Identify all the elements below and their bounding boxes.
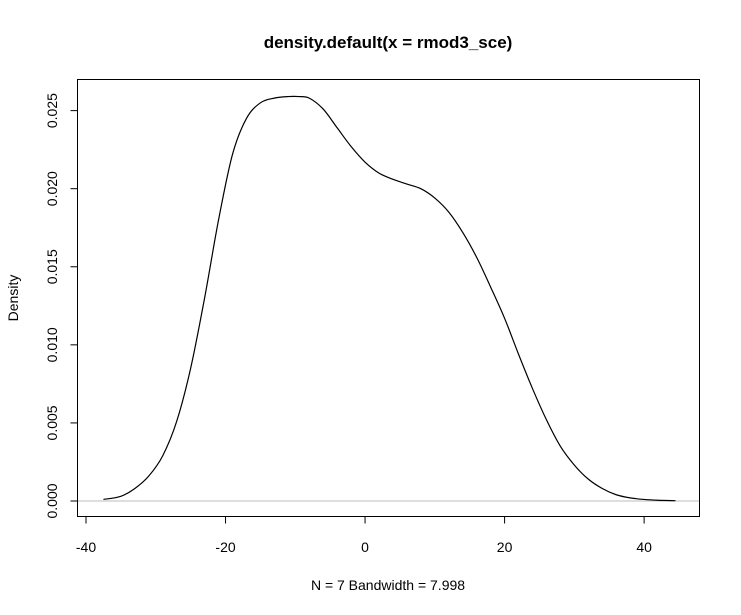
- y-tick-label: 0.010: [44, 327, 60, 362]
- x-tick-label: -20: [215, 539, 235, 555]
- x-axis-label: N = 7 Bandwidth = 7.998: [311, 577, 465, 593]
- x-tick-label: 20: [497, 539, 513, 555]
- x-tick-label: 0: [361, 539, 369, 555]
- density-curve: [103, 95, 676, 502]
- x-tick-label: -40: [76, 539, 96, 555]
- y-tick-label: 0.005: [44, 405, 60, 440]
- y-tick-label: 0.000: [44, 483, 60, 518]
- y-tick-label: 0.025: [44, 93, 60, 128]
- plot-frame: [77, 79, 700, 517]
- chart-title: density.default(x = rmod3_sce): [264, 33, 513, 52]
- x-axis: -40 -20 0 20 40: [76, 516, 652, 555]
- y-axis-label: Density: [5, 275, 21, 322]
- y-tick-label: 0.015: [44, 249, 60, 284]
- y-tick-label: 0.020: [44, 171, 60, 206]
- x-tick-label: 40: [636, 539, 652, 555]
- y-axis: 0.000 0.005 0.010 0.015 0.020 0.025: [44, 93, 78, 519]
